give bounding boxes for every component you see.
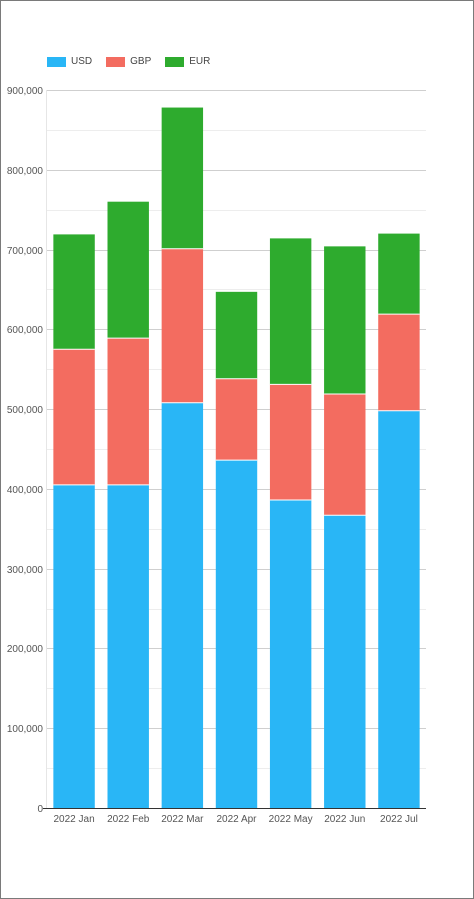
x-tick-label: 2022 Jun [324, 814, 365, 825]
x-tick-label: 2022 Jan [53, 814, 94, 825]
bar-gbp [107, 338, 149, 485]
legend-label-gbp: GBP [130, 56, 152, 67]
bar-eur [53, 234, 95, 350]
bar-usd [215, 460, 258, 808]
y-tick-label: 100,000 [7, 724, 44, 735]
bar-gbp [269, 384, 312, 501]
bar-usd [269, 500, 312, 808]
x-tick-label: 2022 Jul [380, 814, 418, 825]
legend-label-eur: EUR [189, 56, 211, 67]
y-tick-label: 800,000 [7, 166, 44, 177]
bar-eur [324, 246, 366, 394]
bar-gbp [53, 349, 95, 485]
y-tick-label: 600,000 [7, 325, 44, 336]
x-tick-label: 2022 May [269, 814, 313, 825]
bar-eur [378, 233, 420, 315]
legend-item-gbp[interactable]: GBP [106, 56, 151, 67]
y-tick-label: 900,000 [7, 86, 44, 97]
legend-item-usd[interactable]: USD [47, 56, 92, 67]
bar-gbp [378, 314, 420, 411]
bar-gbp [215, 378, 258, 461]
legend-swatch-usd [47, 56, 66, 67]
bar-usd [324, 515, 366, 808]
bar-eur [161, 107, 204, 249]
x-tick-label: 2022 Feb [107, 814, 150, 825]
bar-usd [107, 484, 149, 808]
bar-eur [107, 201, 149, 339]
y-tick-label: 0 [37, 804, 43, 815]
bar-gbp [324, 393, 366, 516]
legend-swatch-eur [165, 56, 185, 67]
y-tick-label: 200,000 [7, 644, 44, 655]
bar-gbp [161, 248, 204, 403]
legend-item-eur[interactable]: EUR [165, 56, 210, 67]
y-tick-label: 400,000 [7, 485, 44, 496]
legend-label-usd: USD [71, 56, 93, 67]
x-tick-label: 2022 Apr [216, 814, 257, 825]
bar-usd [53, 484, 95, 808]
y-tick-label: 700,000 [7, 246, 44, 257]
legend-swatch-gbp [106, 56, 126, 67]
y-tick-label: 300,000 [7, 565, 44, 576]
legend: USD GBP EUR [47, 56, 224, 67]
bar-eur [269, 238, 312, 385]
bar-eur [215, 291, 258, 379]
x-tick-label: 2022 Mar [161, 814, 204, 825]
bar-usd [161, 402, 204, 808]
y-tick-label: 500,000 [7, 405, 44, 416]
bar-usd [378, 410, 420, 808]
